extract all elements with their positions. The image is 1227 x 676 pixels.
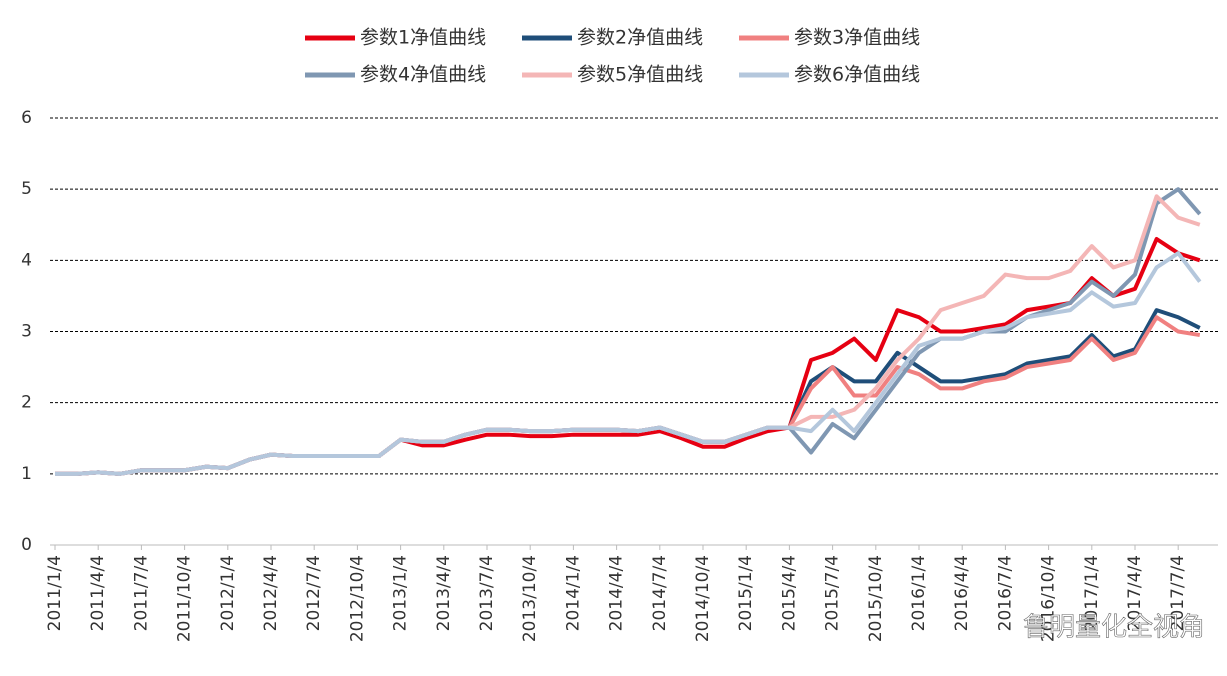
legend-label: 参数3净值曲线 — [794, 27, 920, 49]
y-tick-label: 5 — [21, 179, 32, 199]
x-tick-label: 2013/4/4 — [434, 555, 454, 631]
y-tick-label: 4 — [21, 250, 32, 270]
series-line — [55, 315, 1201, 476]
x-tick-label: 2016/1/4 — [909, 555, 929, 631]
x-tick-label: 2017/7/4 — [1168, 555, 1188, 631]
legend-label: 参数2净值曲线 — [577, 27, 703, 49]
x-tick-label: 2014/7/4 — [650, 555, 670, 631]
x-tick-label: 2014/4/4 — [607, 555, 627, 631]
x-tick-label: 2012/7/4 — [304, 555, 324, 631]
x-tick-label: 2011/4/4 — [88, 555, 108, 631]
x-tick-label: 2015/4/4 — [779, 555, 799, 631]
legend-label: 参数5净值曲线 — [577, 64, 703, 86]
x-tick-label: 2016/7/4 — [995, 555, 1015, 631]
series-line — [55, 236, 1201, 476]
x-tick-label: 2013/7/4 — [477, 555, 497, 631]
y-tick-label: 6 — [21, 108, 32, 128]
x-tick-label: 2015/1/4 — [736, 555, 756, 631]
x-tick-label: 2014/10/4 — [693, 555, 713, 642]
y-tick-label: 2 — [21, 393, 32, 413]
x-tick-label: 2015/10/4 — [866, 555, 886, 642]
x-tick-label: 2012/10/4 — [347, 555, 367, 642]
x-tick-label: 2011/1/4 — [45, 555, 65, 631]
series-line — [55, 308, 1201, 476]
legend-label: 参数6净值曲线 — [794, 64, 920, 86]
series-line — [55, 251, 1202, 476]
x-tick-label: 2017/4/4 — [1125, 555, 1145, 631]
x-tick-label: 2015/7/4 — [823, 555, 843, 631]
x-tick-label: 2016/4/4 — [952, 555, 972, 631]
x-tick-label: 2012/1/4 — [218, 555, 238, 631]
x-tick-label: 2011/10/4 — [175, 555, 195, 642]
x-tick-label: 2014/1/4 — [563, 555, 583, 631]
y-tick-label: 0 — [21, 535, 32, 555]
x-tick-label: 2012/4/4 — [261, 555, 281, 631]
x-tick-label: 2011/7/4 — [131, 555, 151, 631]
y-tick-label: 3 — [21, 322, 32, 342]
y-tick-label: 1 — [21, 464, 32, 484]
legend-label: 参数4净值曲线 — [360, 64, 486, 86]
x-tick-label: 2017/1/4 — [1082, 555, 1102, 631]
legend-label: 参数1净值曲线 — [360, 27, 486, 49]
x-tick-label: 2013/10/4 — [520, 555, 540, 642]
watermark: 鲁明量化全视角 — [1023, 613, 1205, 643]
x-tick-label: 2013/1/4 — [391, 555, 411, 631]
x-tick-label: 2016/10/4 — [1039, 555, 1059, 642]
